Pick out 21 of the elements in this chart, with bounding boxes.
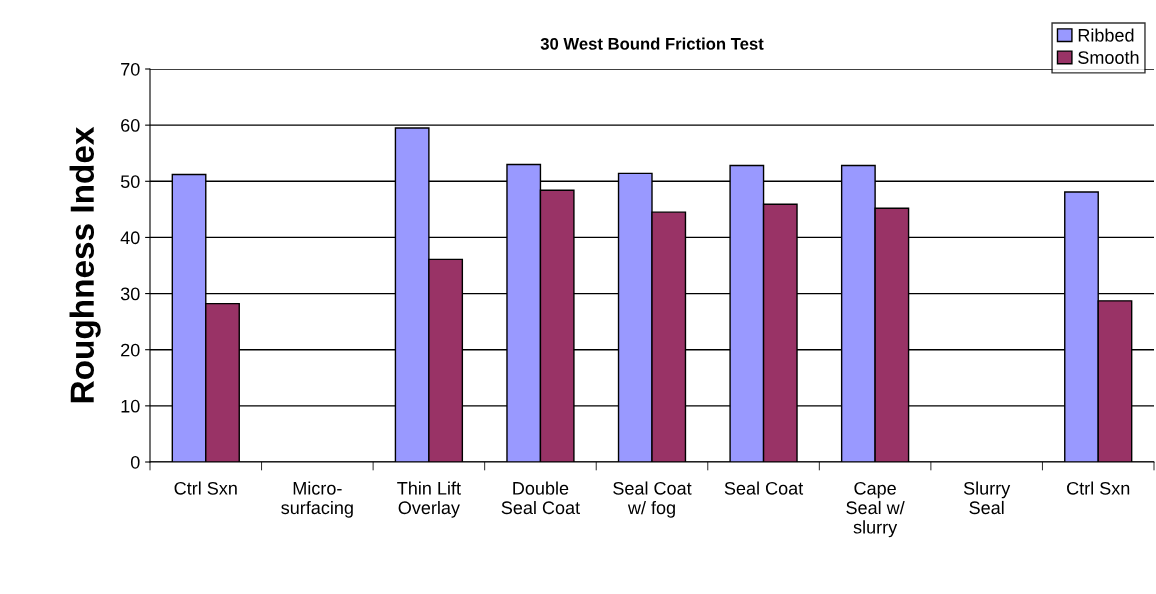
x-tick-label: Seal Coat bbox=[724, 481, 804, 495]
legend-label: Smooth bbox=[1078, 50, 1139, 64]
y-tick-label: 0 bbox=[130, 455, 140, 469]
x-tick-label: Ctrl Sxn bbox=[1067, 481, 1130, 495]
y-axis-title: Roughness Index bbox=[69, 126, 101, 403]
x-tick-label: Cape Seal w/ slurry bbox=[846, 481, 905, 538]
y-tick-label: 10 bbox=[121, 399, 140, 413]
x-tick-label: Micro- surfacing bbox=[281, 481, 353, 518]
chart-title: 30 West Bound Friction Test bbox=[540, 37, 764, 50]
x-tick-label: Thin Lift Overlay bbox=[397, 481, 461, 518]
y-tick-label: 60 bbox=[121, 119, 140, 132]
x-tick-label: Double Seal Coat bbox=[501, 481, 580, 515]
y-tick-label: 20 bbox=[121, 343, 140, 357]
x-tick-label: Seal Coat w/ fog bbox=[613, 481, 692, 518]
x-tick-label: Slurry Seal bbox=[963, 481, 1011, 515]
y-tick-label: 50 bbox=[120, 175, 140, 189]
y-tick-label: 30 bbox=[120, 287, 140, 301]
x-tick-label: Ctrl Sxn bbox=[174, 481, 237, 495]
y-tick-label: 40 bbox=[120, 231, 140, 245]
legend-label: Ribbed bbox=[1078, 28, 1134, 42]
y-tick-label: 70 bbox=[121, 62, 140, 76]
